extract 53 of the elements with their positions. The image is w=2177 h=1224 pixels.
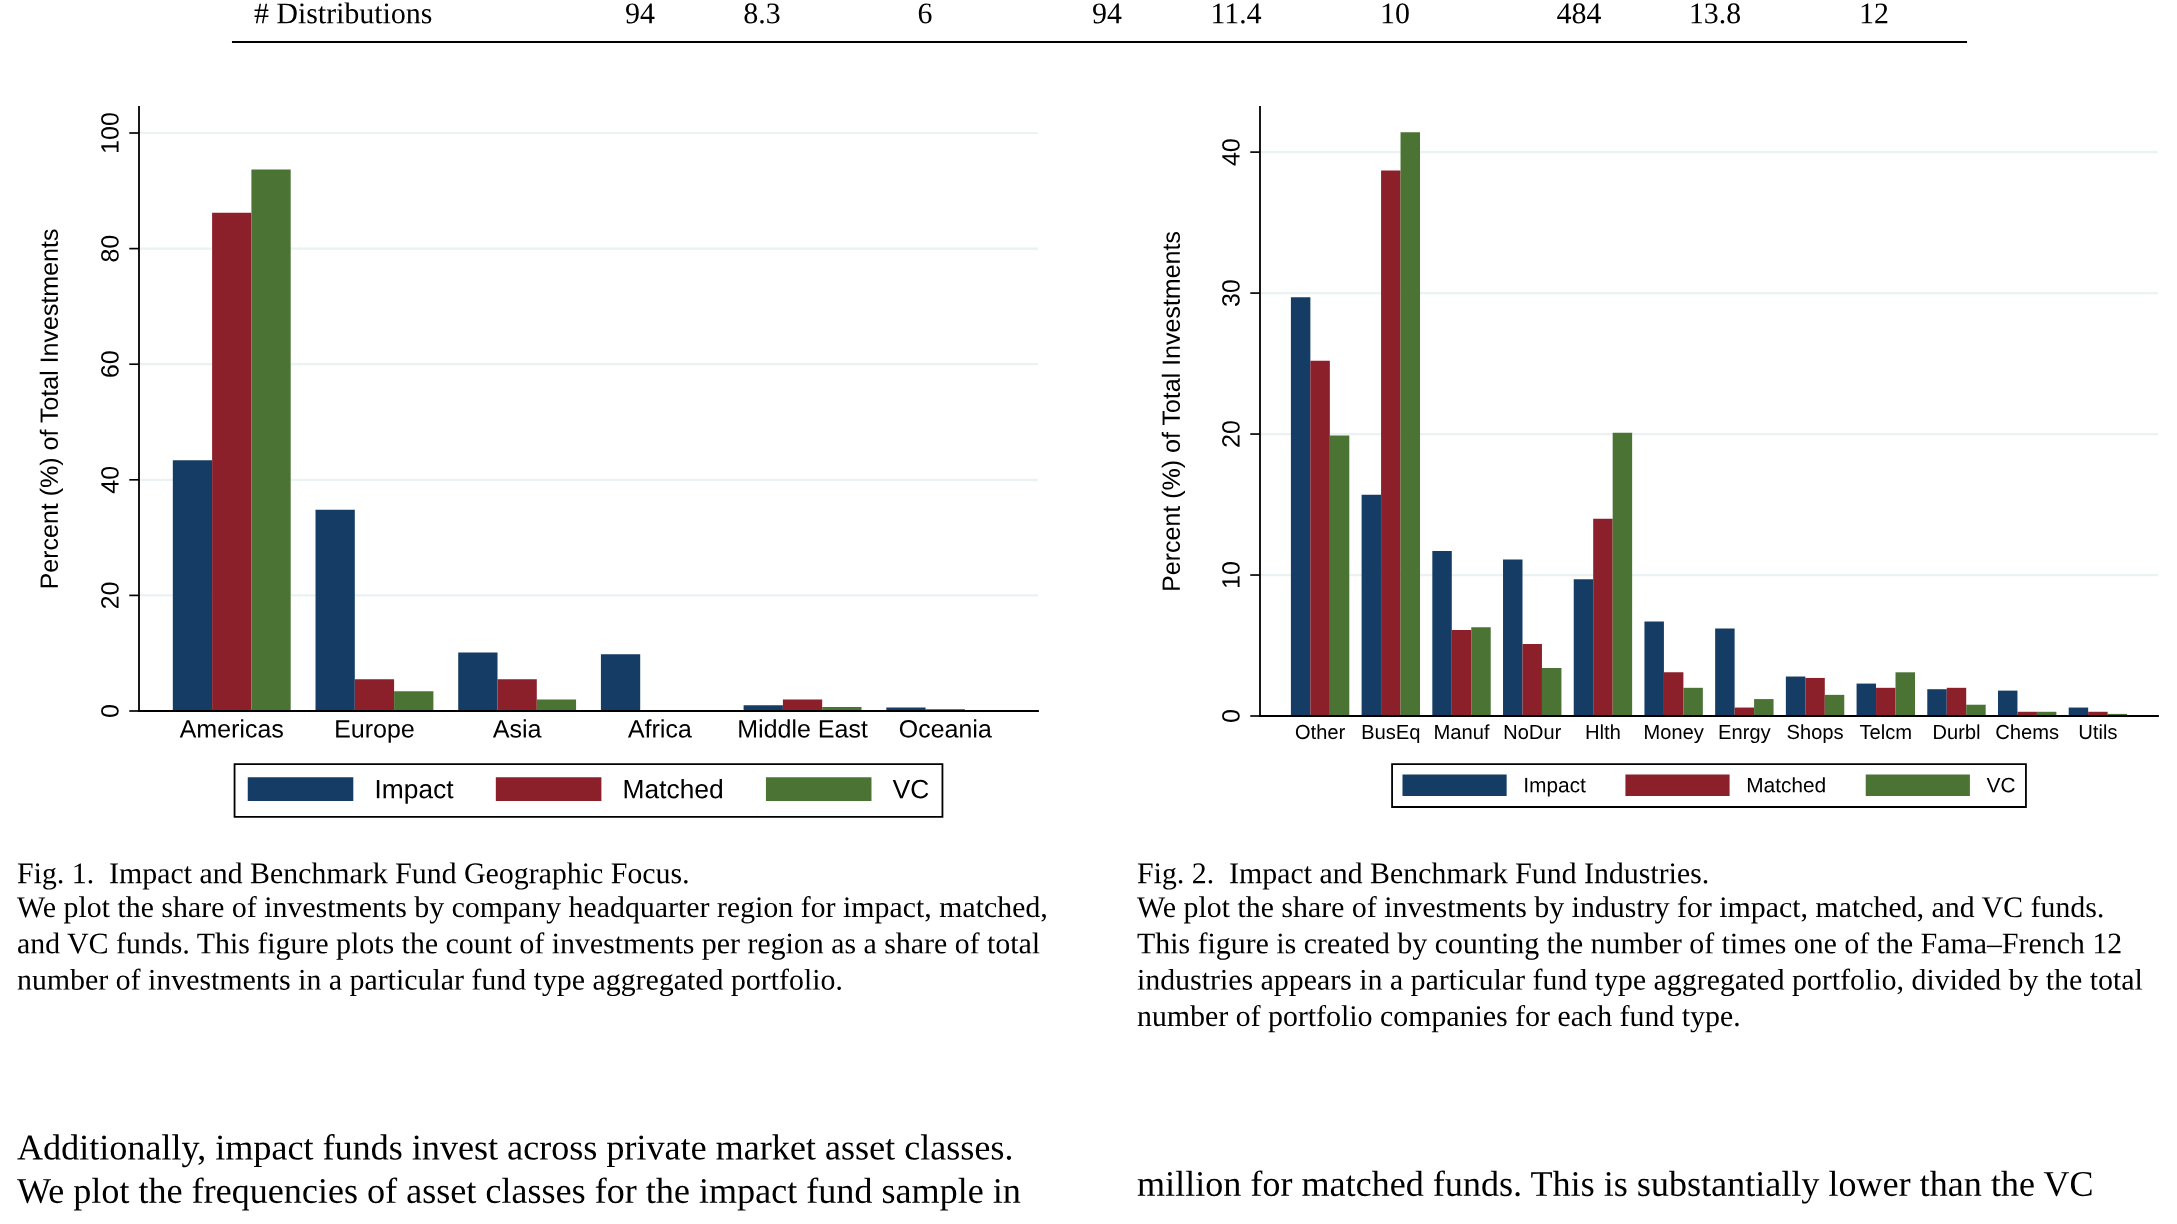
x-tick-label: Shops: [1787, 724, 1843, 744]
x-tick-label: Other: [1295, 724, 1345, 740]
text: We plot the share of investments by industry for impact, matched, and VC funds. This figure is created by counting the number of times one of the Fama–French 12 industries appears in a particular fund type aggregated portfolio, divided by the total number of portfolio companies for each fund type.: [1137, 896, 2143, 1033]
text: 6: [918, 3, 932, 24]
x-tick-label: Oceania: [899, 719, 992, 738]
x-tick-label: Enrgy: [1719, 725, 1771, 744]
y-tick-label: 30: [1222, 280, 1240, 307]
text: # Distributions: [254, 2, 432, 24]
text: Matched: [1747, 777, 1825, 793]
x-tick-label: Utils: [2079, 724, 2117, 740]
x-tick-label: Durbl: [1934, 724, 1980, 740]
y-tick-label: 10: [1222, 562, 1240, 588]
text: VC: [1986, 777, 2015, 793]
text: 13.8: [1691, 3, 1740, 24]
y-tick-label: 0: [101, 705, 119, 717]
text: 94: [626, 3, 655, 24]
x-tick-label: Asia: [492, 719, 542, 738]
legend-label: VC: [892, 779, 929, 799]
x-tick-label: Hlth: [1586, 724, 1620, 740]
y-tick-label: 40: [1222, 139, 1240, 166]
text: million for matched funds. This is substantially lower than the VC: [1137, 1170, 2092, 1204]
x-tick-label: Chems: [1996, 724, 2059, 740]
x-tick-label: Manuf: [1435, 724, 1490, 740]
y-tick-label: 0: [1222, 710, 1240, 722]
text: 12: [1861, 3, 1888, 24]
text: 11.4: [1213, 3, 1262, 24]
y-axis-title: Percent (%) of Total Investments: [39, 229, 63, 588]
text: 10: [1382, 3, 1409, 24]
x-tick-label: Middle East: [739, 719, 868, 738]
y-tick-label: 20: [1222, 421, 1240, 447]
text: Impact: [1525, 777, 1586, 797]
y-tick-label: 60: [101, 351, 119, 377]
text: Fig. 1. Impact and Benchmark Fund Geographic Focus.: [17, 862, 688, 890]
y-tick-label: 40: [101, 466, 119, 494]
text: 8.3: [744, 3, 780, 24]
text: We plot the share of investments by company headquarter region for impact, matched, and VC funds. This figure plots the count of investments per region as a share of total number of investments in a particular fund type aggregated portfolio.: [17, 896, 1046, 997]
y-axis-title: Percent (%) of Total Investments: [1161, 231, 1185, 590]
text: Additionally, impact funds invest across private market asset classes. We plot the frequencies of asset classes for the impact fund sample in: [17, 1134, 1021, 1211]
x-tick-label: Money: [1645, 725, 1704, 744]
y-tick-label: 100: [101, 113, 119, 152]
x-tick-label: Telcm: [1859, 724, 1911, 740]
x-tick-label: Americas: [179, 719, 283, 738]
legend-label: Impact: [376, 780, 454, 804]
x-tick-label: Africa: [627, 719, 692, 738]
y-tick-label: 20: [101, 582, 119, 609]
y-tick-label: 80: [101, 235, 119, 262]
legend-label: Matched: [624, 779, 723, 799]
x-tick-label: Europe: [336, 720, 414, 743]
text: 94: [1093, 3, 1122, 24]
x-tick-label: NoDur: [1504, 725, 1561, 740]
x-tick-label: BusEq: [1362, 725, 1420, 744]
text: 484: [1557, 3, 1601, 24]
text: Fig. 2. Impact and Benchmark Fund Industries.: [1137, 862, 1708, 890]
